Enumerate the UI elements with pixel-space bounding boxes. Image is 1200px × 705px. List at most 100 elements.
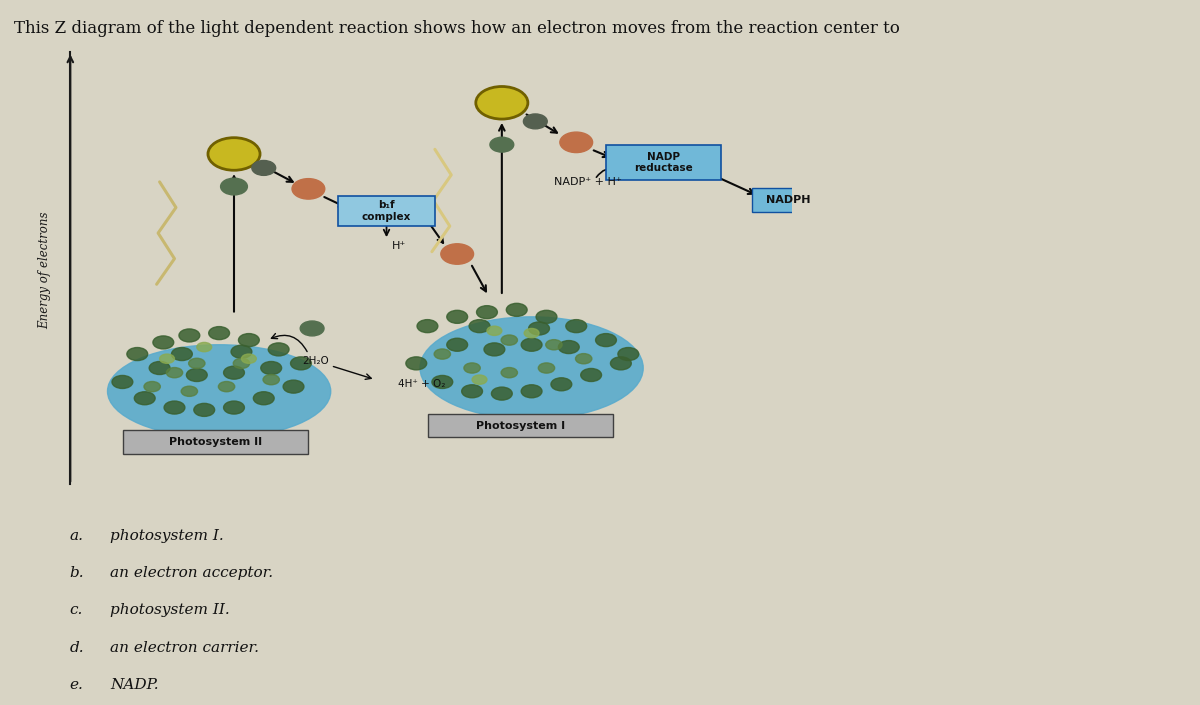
Text: 2H₂O: 2H₂O <box>302 356 329 366</box>
Circle shape <box>521 338 542 351</box>
Circle shape <box>127 348 148 360</box>
Text: photosystem II.: photosystem II. <box>110 603 230 618</box>
Text: NADP.: NADP. <box>110 678 160 692</box>
Text: c.: c. <box>70 603 83 618</box>
FancyBboxPatch shape <box>752 188 824 212</box>
Text: NADP
reductase: NADP reductase <box>634 152 692 173</box>
Text: 4H⁺ + O₂: 4H⁺ + O₂ <box>397 379 445 389</box>
Circle shape <box>179 329 199 342</box>
Circle shape <box>300 321 324 336</box>
Text: d.: d. <box>70 641 84 655</box>
Text: b₁f
complex: b₁f complex <box>362 200 412 222</box>
Circle shape <box>149 362 170 374</box>
Circle shape <box>406 357 427 370</box>
Circle shape <box>197 343 211 352</box>
FancyBboxPatch shape <box>124 430 307 453</box>
Circle shape <box>551 378 571 391</box>
Ellipse shape <box>108 345 331 438</box>
Circle shape <box>260 362 282 374</box>
Circle shape <box>253 392 274 405</box>
Circle shape <box>144 381 161 392</box>
Circle shape <box>576 354 592 364</box>
Circle shape <box>418 319 438 333</box>
Circle shape <box>283 380 304 393</box>
Text: e.: e. <box>70 678 84 692</box>
FancyBboxPatch shape <box>428 414 613 437</box>
Circle shape <box>209 326 229 340</box>
Circle shape <box>472 375 487 384</box>
Circle shape <box>521 385 542 398</box>
Circle shape <box>233 358 250 369</box>
Text: This Z diagram of the light dependent reaction shows how an electron moves from : This Z diagram of the light dependent re… <box>14 20 900 37</box>
Circle shape <box>611 357 631 370</box>
Circle shape <box>558 341 580 354</box>
Text: Photosystem II: Photosystem II <box>169 437 262 447</box>
Circle shape <box>223 366 245 379</box>
Circle shape <box>581 369 601 381</box>
Text: photosystem I.: photosystem I. <box>110 529 224 543</box>
Text: Energy of electrons: Energy of electrons <box>37 212 50 329</box>
Circle shape <box>221 178 247 195</box>
Text: an electron acceptor.: an electron acceptor. <box>110 566 274 580</box>
Circle shape <box>186 369 208 381</box>
Text: a.: a. <box>70 529 84 543</box>
Circle shape <box>529 322 550 335</box>
Circle shape <box>490 137 514 152</box>
Circle shape <box>440 244 474 264</box>
Circle shape <box>595 333 617 347</box>
FancyBboxPatch shape <box>338 196 434 226</box>
Circle shape <box>232 345 252 358</box>
Circle shape <box>434 349 450 359</box>
Circle shape <box>566 319 587 333</box>
Circle shape <box>188 358 205 369</box>
Circle shape <box>181 386 198 396</box>
Circle shape <box>290 357 311 370</box>
Circle shape <box>546 340 562 350</box>
Circle shape <box>134 392 155 405</box>
Circle shape <box>218 381 235 392</box>
Circle shape <box>618 348 638 360</box>
Circle shape <box>269 343 289 356</box>
Text: H⁺: H⁺ <box>391 241 406 251</box>
Circle shape <box>167 367 182 378</box>
Circle shape <box>502 367 517 378</box>
Text: Photosystem I: Photosystem I <box>476 421 565 431</box>
Circle shape <box>252 161 276 176</box>
Circle shape <box>475 87 528 119</box>
Circle shape <box>560 132 593 152</box>
Circle shape <box>164 401 185 414</box>
Circle shape <box>464 363 480 373</box>
Circle shape <box>241 354 257 363</box>
Circle shape <box>446 338 468 351</box>
Ellipse shape <box>420 317 643 419</box>
FancyBboxPatch shape <box>606 145 721 180</box>
Circle shape <box>462 385 482 398</box>
Circle shape <box>112 376 133 388</box>
Circle shape <box>469 319 490 333</box>
Circle shape <box>160 354 174 363</box>
Text: an electron carrier.: an electron carrier. <box>110 641 259 655</box>
Circle shape <box>523 114 547 129</box>
Circle shape <box>484 343 505 356</box>
Circle shape <box>492 387 512 400</box>
Text: NADP⁺ + H⁺: NADP⁺ + H⁺ <box>554 177 622 187</box>
Text: NADPH: NADPH <box>766 195 810 205</box>
Circle shape <box>172 348 192 360</box>
Circle shape <box>208 137 260 170</box>
Circle shape <box>292 178 325 199</box>
Circle shape <box>506 303 527 317</box>
Circle shape <box>263 374 280 385</box>
Text: b.: b. <box>70 566 84 580</box>
Circle shape <box>502 335 517 345</box>
Circle shape <box>239 333 259 347</box>
Circle shape <box>432 376 452 388</box>
Circle shape <box>446 310 468 324</box>
Circle shape <box>152 336 174 349</box>
Circle shape <box>524 329 539 338</box>
Circle shape <box>223 401 245 414</box>
Circle shape <box>476 306 497 319</box>
Circle shape <box>487 326 502 336</box>
Circle shape <box>194 403 215 417</box>
Circle shape <box>536 310 557 324</box>
Circle shape <box>539 363 554 373</box>
